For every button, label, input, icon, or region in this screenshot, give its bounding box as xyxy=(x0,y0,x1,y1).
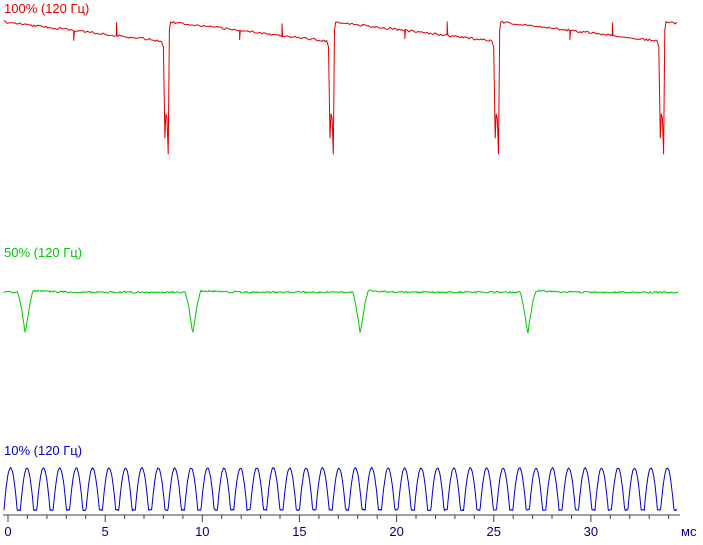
x-axis-unit-label: мс xyxy=(681,524,697,539)
trace-brightness-100 xyxy=(3,20,677,155)
trace-brightness-10 xyxy=(3,466,678,512)
x-axis xyxy=(3,514,680,522)
x-tick-label: 15 xyxy=(292,524,307,539)
x-tick-label: 5 xyxy=(101,524,109,539)
trace-brightness-50 xyxy=(3,289,679,334)
x-tick-label: 0 xyxy=(4,524,12,539)
x-tick-label: 25 xyxy=(486,524,501,539)
x-tick-label: 10 xyxy=(195,524,210,539)
x-tick-label: 30 xyxy=(583,524,599,539)
series-label-brightness-50: 50% (120 Гц) xyxy=(4,245,83,260)
series-label-brightness-10: 10% (120 Гц) xyxy=(4,443,83,458)
series-label-brightness-100: 100% (120 Гц) xyxy=(4,1,90,16)
x-tick-label: 20 xyxy=(389,524,404,539)
